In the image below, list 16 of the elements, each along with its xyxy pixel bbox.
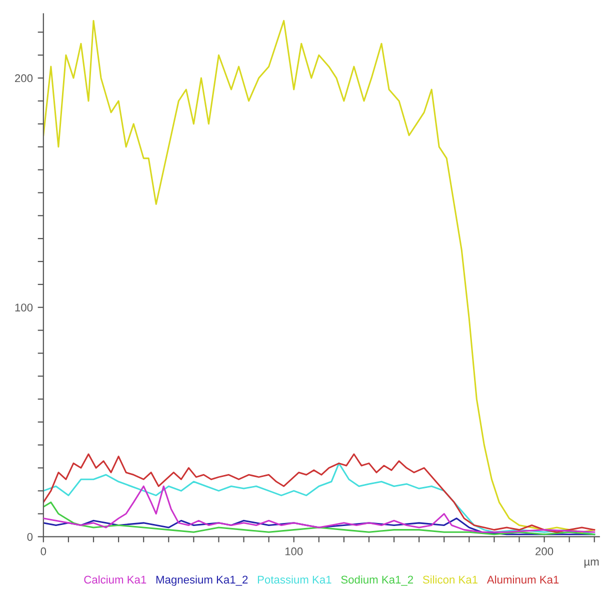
x-tick-label: 200 — [536, 547, 554, 556]
line-series — [43, 20, 596, 533]
x-tick-label: 0 — [40, 547, 46, 556]
text: Sodium Ka1_2 — [341, 575, 413, 586]
y-tick-label: 100 — [15, 304, 33, 312]
line-series — [43, 502, 596, 536]
text: Calcium Ka1 — [84, 575, 146, 584]
text: Silicon Ka1 — [422, 575, 478, 584]
y-tick-label: 0 — [27, 532, 33, 541]
text: Aluminum Ka1 — [486, 575, 559, 584]
text: Potassium Ka1 — [258, 575, 332, 584]
x-axis-title: µm — [584, 560, 599, 568]
line-series — [43, 485, 596, 533]
y-tick-label: 200 — [15, 74, 33, 82]
x-tick-label: 100 — [285, 547, 303, 556]
text: Magnesium Ka1_2 — [156, 575, 248, 586]
